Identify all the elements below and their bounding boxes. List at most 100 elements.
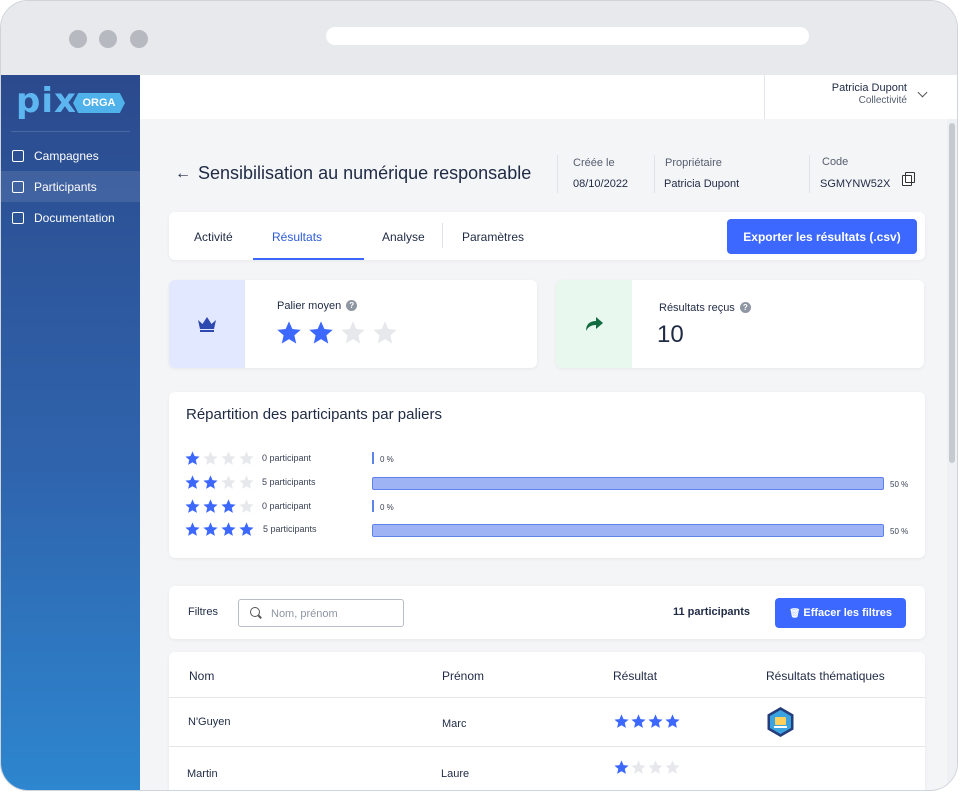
star-empty-icon [221,451,236,465]
average-level-text: Palier moyen [277,300,342,312]
filters-label: Filtres [188,606,218,618]
top-header [140,75,957,119]
participants-count: 11 participants [673,606,751,618]
sidebar-item-label: Campagnes [34,148,99,163]
header-divider [764,75,765,119]
star-empty-icon [665,760,680,774]
tab-activite[interactable]: Activité [194,230,233,244]
logo-text: pix [16,81,77,121]
distribution-title: Répartition des participants par paliers [186,406,442,423]
campaign-icon [12,149,24,162]
star-filled-icon [185,499,200,513]
sidebar-item-label: Participants [34,179,97,194]
results-received-label: Résultats reçus? [659,302,751,314]
star-empty-icon [373,321,397,344]
scrollbar[interactable] [947,119,957,790]
logo-badge: ORGA [73,93,125,113]
window-dot-icon [130,30,148,48]
search-icon [250,607,260,617]
copy-icon[interactable] [902,172,915,186]
owner-label: Propriétaire [665,157,722,169]
star-filled-icon [309,321,333,344]
distribution-row-label: 0 participant [262,453,312,463]
table-divider [169,697,925,698]
distribution-bar [372,452,374,464]
clear-filters-label: Effacer les filtres [803,607,893,619]
tab-analyse[interactable]: Analyse [382,230,425,244]
table-divider [169,746,925,747]
star-empty-icon [341,321,365,344]
code-value: SGMYNW52X [820,178,891,190]
star-filled-icon [221,499,236,513]
distribution-bar [372,477,884,490]
trash-icon: 🗑 [788,607,801,618]
distribution-row-label: 5 participants [263,524,317,534]
average-level-label: Palier moyen? [277,300,358,312]
distribution-percent: 50 % [890,480,909,489]
search-input[interactable] [238,599,404,627]
star-filled-icon [203,499,218,513]
address-bar[interactable] [326,27,809,45]
star-filled-icon [631,714,646,728]
distribution-row-label: 0 participant [262,501,312,511]
star-empty-icon [203,451,218,465]
share-icon-box [556,280,632,368]
clear-filters-button[interactable]: 🗑 Effacer les filtres [775,598,906,628]
star-filled-icon [665,714,680,728]
cell-nom[interactable]: Martin [187,768,218,780]
active-tab-indicator [253,258,364,260]
meta-divider [557,155,558,193]
star-filled-icon [185,522,200,536]
star-filled-icon [203,475,218,489]
cell-prenom[interactable]: Laure [441,768,470,780]
star-filled-icon [614,760,629,774]
column-header-prenom[interactable]: Prénom [442,669,485,683]
distribution-bar [372,524,884,537]
crown-icon-box [169,280,245,368]
star-empty-icon [648,760,663,774]
thematic-badge-icon[interactable] [766,706,795,738]
participants-icon [12,180,24,193]
search-field[interactable] [269,604,401,624]
tab-parametres[interactable]: Paramètres [462,230,525,244]
column-header-nom[interactable]: Nom [189,669,215,683]
distribution-percent: 0 % [380,503,394,512]
documentation-icon [12,211,24,224]
window-dot-icon [69,30,87,48]
help-icon[interactable]: ? [739,302,751,313]
user-role: Collectivité [858,95,907,106]
code-label: Code [822,156,849,168]
star-filled-icon [614,714,629,728]
star-filled-icon [185,451,200,465]
back-arrow-icon[interactable]: ← [175,165,191,182]
sidebar-item-label: Documentation [34,210,115,225]
results-received-text: Résultats reçus [659,302,735,314]
browser-chrome [1,1,957,75]
meta-divider [809,155,810,193]
meta-divider [654,155,655,193]
column-header-resultat[interactable]: Résultat [613,669,658,683]
sidebar-divider [11,131,130,132]
star-empty-icon [221,475,236,489]
star-filled-icon [239,522,254,536]
help-icon[interactable]: ? [346,300,358,311]
sidebar: pix ORGA Campagnes Participants Document… [1,75,140,790]
star-empty-icon [239,475,254,489]
distribution-percent: 0 % [380,455,394,464]
user-name[interactable]: Patricia Dupont [831,82,907,94]
distribution-percent: 50 % [890,527,909,536]
star-empty-icon [239,451,254,465]
cell-prenom[interactable]: Marc [442,718,467,730]
tab-resultats[interactable]: Résultats [272,230,323,244]
cell-nom[interactable]: N'Guyen [188,716,231,728]
pix-orga-logo[interactable]: pix ORGA [16,81,126,121]
column-header-resultats-thematiques[interactable]: Résultats thématiques [766,669,885,683]
sidebar-item-participants[interactable]: Participants [1,171,140,202]
export-button[interactable]: Exporter les résultats (.csv) [727,219,917,254]
sidebar-item-campagnes[interactable]: Campagnes [1,140,140,171]
sidebar-item-documentation[interactable]: Documentation [1,202,140,233]
scrollbar-thumb[interactable] [949,123,955,463]
created-value: 08/10/2022 [573,178,629,190]
results-received-value: 10 [657,321,684,348]
